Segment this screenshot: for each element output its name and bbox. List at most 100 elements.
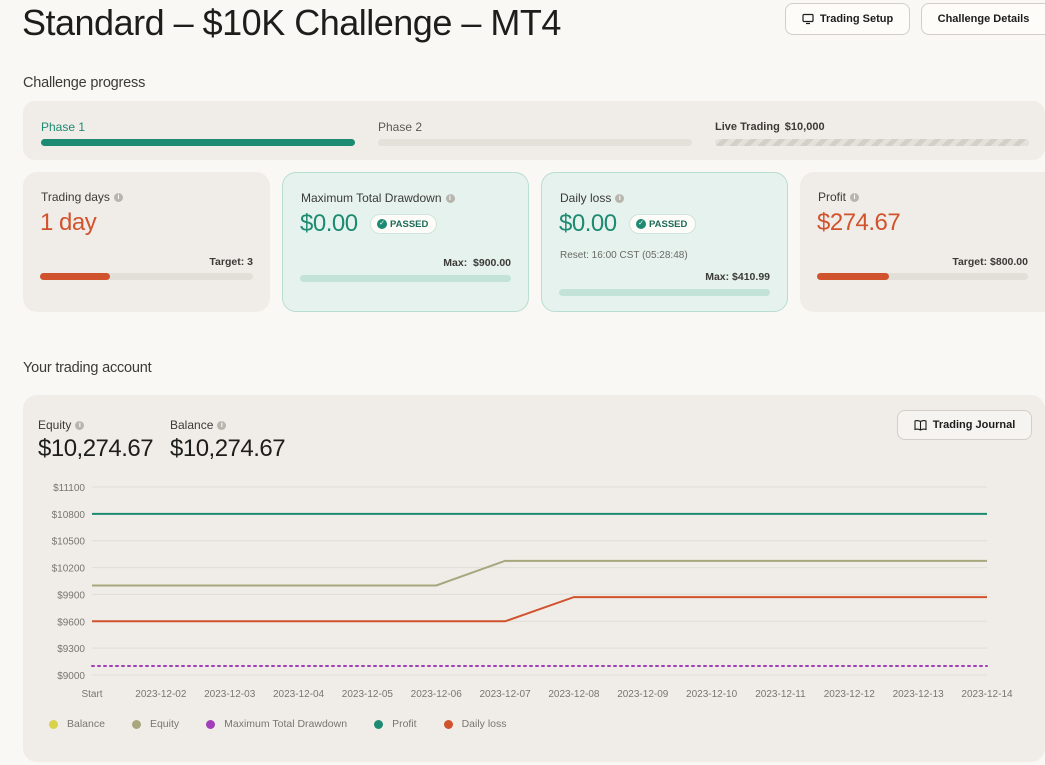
y-tick-label: $10800 — [52, 510, 86, 521]
chart-legend: Balance Equity Maximum Total Drawdown Profi… — [49, 718, 534, 730]
legend-item[interactable]: Maximum Total Drawdown — [206, 718, 347, 730]
profit-progress-fill — [817, 273, 889, 280]
daily-loss-label-row: Daily loss i — [560, 191, 625, 205]
y-tick-label: $9000 — [57, 671, 85, 682]
legend-item[interactable]: Equity — [131, 718, 180, 730]
equity-label: Equity — [38, 418, 72, 432]
profit-card: Profit i $274.67 Target: $800.00 — [800, 172, 1045, 312]
info-icon[interactable]: i — [615, 193, 625, 203]
live-trading-bar — [715, 139, 1029, 146]
y-tick-label: $9900 — [57, 590, 85, 601]
live-trading-amount: $10,000 — [784, 121, 825, 133]
passed-badge-label: PASSED — [649, 218, 688, 230]
book-icon — [914, 420, 927, 431]
trading-days-progress-fill — [40, 273, 111, 280]
x-tick-label: 2023-12-08 — [548, 689, 600, 700]
legend-label: Maximum Total Drawdown — [224, 718, 348, 730]
info-icon[interactable]: i — [445, 193, 455, 203]
max-drawdown-progress-bar — [300, 275, 511, 282]
trading-days-value: 1 day — [40, 209, 97, 236]
challenge-details-button[interactable]: Challenge Details — [921, 3, 1045, 35]
profit-label-row: Profit i — [818, 190, 860, 204]
trading-days-card: Trading days i 1 day Target: 3 — [23, 172, 270, 312]
trading-setup-label: Trading Setup — [819, 13, 894, 25]
equity-value: $10,274.67 — [38, 435, 154, 462]
x-tick-label: 2023-12-14 — [961, 689, 1013, 700]
info-icon[interactable]: i — [113, 192, 123, 202]
y-tick-label: $10200 — [52, 564, 86, 575]
trading-journal-label: Trading Journal — [932, 419, 1016, 431]
legend-item[interactable]: Profit — [374, 718, 417, 730]
daily-loss-progress-bar — [559, 289, 770, 296]
x-tick-label: 2023-12-02 — [135, 689, 187, 700]
x-tick-label: 2023-12-11 — [755, 689, 806, 700]
challenge-progress-panel: Phase 1 Phase 2 Live Trading $10,000 — [23, 101, 1045, 160]
daily-loss-value: $0.00 — [559, 210, 617, 237]
trading-setup-button[interactable]: Trading Setup — [785, 3, 910, 35]
daily-loss-reset: Reset: 16:00 CST (05:28:48) — [560, 250, 688, 261]
legend-label: Profit — [392, 718, 417, 730]
x-tick-label: Start — [81, 689, 102, 700]
balance-label-row: Balance i — [170, 418, 227, 432]
profit-value: $274.67 — [817, 209, 901, 236]
series-line-equity — [92, 559, 987, 587]
challenge-details-label: Challenge Details — [937, 13, 1030, 25]
live-trading-label: Live Trading $10,000 — [715, 121, 825, 133]
account-chart: $11100 $10800 $10500 $10200 $9900 $9600 $9300 $… — [52, 483, 1013, 700]
x-tick-label: 2023-12-03 — [204, 689, 256, 700]
legend-label: Equity — [149, 718, 180, 730]
monitor-icon — [802, 13, 814, 25]
legend-dot-icon — [131, 719, 141, 729]
profit-progress-bar — [817, 273, 1028, 280]
profit-target: Target: $800.00 — [952, 256, 1028, 268]
passed-badge: ✓ PASSED — [370, 214, 438, 234]
max-drawdown-label-row: Maximum Total Drawdown i — [301, 191, 455, 205]
x-tick-label: 2023-12-05 — [342, 689, 394, 700]
phase-2-bar — [378, 139, 692, 146]
trading-days-label: Trading days — [41, 190, 110, 204]
legend-item[interactable]: Daily loss — [443, 718, 507, 730]
x-tick-label: 2023-12-10 — [686, 689, 738, 700]
legend-label: Daily loss — [461, 718, 507, 730]
trading-days-progress-bar — [40, 273, 253, 280]
challenge-progress-title: Challenge progress — [23, 75, 146, 91]
check-circle-icon: ✓ — [636, 219, 646, 229]
trading-journal-button[interactable]: Trading Journal — [897, 410, 1032, 440]
y-tick-label: $11100 — [53, 483, 85, 494]
check-circle-icon: ✓ — [377, 219, 387, 229]
max-drawdown-value: $0.00 — [300, 210, 358, 237]
max-drawdown-label: Maximum Total Drawdown — [301, 191, 442, 205]
phase-2-label: Phase 2 — [378, 120, 423, 134]
legend-label: Balance — [67, 718, 105, 730]
daily-loss-card: Daily loss i $0.00 ✓ PASSED Reset: 16:00… — [541, 172, 788, 312]
equity-label-row: Equity i — [38, 418, 85, 432]
daily-loss-max: Max: $410.99 — [705, 271, 770, 283]
legend-dot-icon — [49, 719, 58, 729]
trading-days-label-row: Trading days i — [41, 190, 123, 204]
x-tick-label: 2023-12-09 — [617, 689, 669, 700]
x-tick-label: 2023-12-04 — [273, 689, 325, 700]
balance-label: Balance — [170, 418, 214, 432]
page-title: Standard – $10K Challenge – MT4 — [22, 2, 561, 43]
x-tick-label: 2023-12-07 — [479, 689, 531, 700]
info-icon[interactable]: i — [75, 420, 85, 430]
legend-item[interactable]: Balance — [49, 718, 105, 730]
x-tick-label: 2023-12-13 — [893, 689, 945, 700]
passed-badge: ✓ PASSED — [629, 214, 697, 234]
daily-loss-label: Daily loss — [560, 191, 612, 205]
legend-dot-icon — [374, 719, 384, 729]
legend-dot-icon — [443, 719, 453, 729]
phase-1-bar — [41, 139, 355, 146]
y-tick-label: $10500 — [52, 537, 86, 548]
max-drawdown-card: Maximum Total Drawdown i $0.00 ✓ PASSED … — [282, 172, 529, 312]
phase-1-label: Phase 1 — [41, 120, 86, 134]
x-tick-label: 2023-12-12 — [824, 689, 876, 700]
live-trading-text: Live Trading — [715, 121, 780, 133]
trading-account-title: Your trading account — [23, 360, 152, 376]
x-tick-label: 2023-12-06 — [411, 689, 463, 700]
max-drawdown-max: Max: $900.00 — [443, 257, 511, 269]
passed-badge-label: PASSED — [390, 218, 429, 230]
y-tick-label: $9300 — [57, 644, 85, 655]
info-icon[interactable]: i — [217, 420, 227, 430]
info-icon[interactable]: i — [850, 192, 860, 202]
